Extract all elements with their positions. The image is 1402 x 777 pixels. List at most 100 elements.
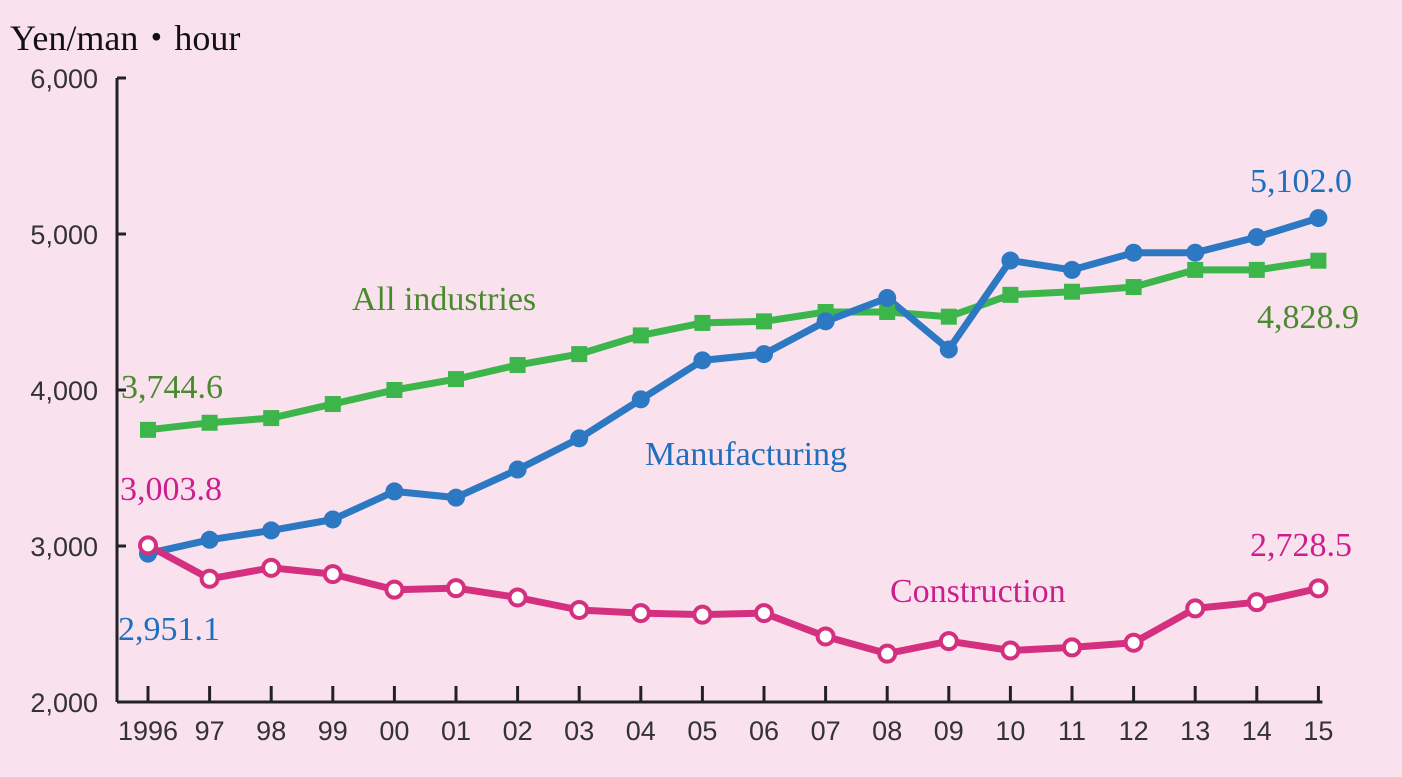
y-tick-label: 4,000	[30, 376, 98, 406]
x-tick-label: 99	[318, 716, 348, 746]
x-tick-label: 1996	[118, 716, 178, 746]
data-point	[1123, 632, 1144, 653]
data-point	[263, 410, 280, 427]
data-point	[630, 603, 651, 624]
data-point	[879, 304, 896, 320]
data-point	[262, 521, 281, 540]
axes	[115, 76, 1323, 704]
data-point	[385, 482, 404, 501]
series-label-manufacturing: Manufacturing	[645, 436, 847, 473]
data-point	[1246, 592, 1267, 613]
x-tick-label: 03	[564, 716, 594, 746]
data-point	[384, 579, 405, 600]
series-label-construction: Construction	[890, 573, 1066, 610]
data-point	[693, 351, 712, 370]
series-line-construction	[146, 542, 1320, 658]
data-point	[1186, 243, 1205, 262]
data-point	[323, 510, 342, 529]
x-tick-label: 00	[379, 716, 409, 746]
x-tick-label: 12	[1119, 716, 1149, 746]
data-point	[138, 535, 158, 556]
x-tick-label: 04	[626, 716, 656, 746]
y-tick-label: 5,000	[30, 220, 98, 250]
y-tick-label: 6,000	[30, 64, 98, 94]
data-point	[1000, 640, 1021, 661]
annotation-manufacturing-start: 2,951.1	[118, 611, 220, 648]
x-tick-label: 07	[811, 716, 841, 746]
data-point	[877, 643, 898, 664]
data-point	[1064, 283, 1080, 300]
x-tick-label: 10	[995, 716, 1025, 746]
x-tick-label: 15	[1303, 716, 1333, 746]
data-point	[694, 314, 711, 331]
data-point	[631, 390, 650, 409]
data-point	[1124, 243, 1143, 262]
annotation-construction-start: 3,003.8	[120, 471, 222, 508]
data-point	[508, 460, 527, 479]
data-point	[140, 421, 156, 438]
x-tick-label: 13	[1180, 716, 1210, 746]
series-line-all-industries	[147, 257, 1319, 434]
data-point	[1310, 252, 1327, 269]
x-tick-label: 05	[687, 716, 717, 746]
data-point	[570, 429, 589, 448]
x-tick-label: 06	[749, 716, 779, 746]
data-point	[632, 327, 649, 344]
data-point	[939, 340, 958, 359]
data-point	[1001, 251, 1020, 270]
annotation-manufacturing-end: 5,102.0	[1250, 163, 1352, 200]
data-point	[446, 578, 466, 599]
data-point	[1247, 228, 1266, 247]
data-point	[386, 382, 403, 398]
annotation-all-industries-end: 4,828.9	[1257, 299, 1359, 336]
y-tick-label: 3,000	[30, 532, 98, 562]
data-point	[507, 587, 528, 608]
x-tick-labels: 1996 97 98 99 00 01 02 03 04 05 06 07 08 09 10 11 12 13 14…	[118, 716, 1333, 746]
x-tick-label: 14	[1242, 716, 1272, 746]
data-point	[201, 414, 218, 431]
data-point	[199, 568, 220, 589]
annotation-all-industries-start: 3,744.6	[121, 369, 223, 406]
data-point	[878, 288, 897, 307]
data-point	[509, 357, 526, 374]
data-point	[200, 530, 219, 549]
data-point	[692, 604, 713, 625]
data-point	[816, 312, 835, 331]
data-point	[754, 603, 774, 624]
data-point	[261, 557, 282, 578]
data-point	[571, 346, 588, 363]
data-point	[755, 345, 773, 364]
data-point	[448, 371, 464, 388]
x-tick-label: 11	[1058, 716, 1086, 746]
x-tick-label: 01	[441, 716, 471, 746]
data-point	[940, 308, 957, 325]
data-point	[1187, 261, 1204, 278]
series-lines	[146, 214, 1320, 658]
y-axis-title: Yen/man・hour	[10, 18, 240, 58]
data-point	[815, 626, 836, 647]
annotation-construction-end: 2,728.5	[1250, 527, 1352, 564]
data-point	[324, 396, 341, 413]
data-point	[1062, 637, 1082, 658]
data-point	[1309, 209, 1328, 228]
data-point	[447, 488, 465, 507]
series-label-all-industries: All industries	[352, 281, 536, 318]
x-tick-label: 97	[195, 716, 225, 746]
data-point	[1063, 260, 1081, 279]
x-tick-label: 09	[934, 716, 964, 746]
x-tick-label: 08	[872, 716, 902, 746]
data-point	[938, 631, 959, 652]
data-point	[1248, 261, 1265, 278]
data-point	[322, 564, 343, 585]
data-point	[569, 599, 590, 620]
x-tick-label: 98	[256, 716, 286, 746]
data-point	[756, 313, 772, 330]
data-point	[1002, 286, 1019, 303]
y-tick-labels: 2,000 3,000 4,000 5,000 6,000	[30, 64, 98, 718]
data-point	[1185, 598, 1206, 619]
series-line-manufacturing	[147, 214, 1320, 558]
data-point	[1308, 578, 1329, 599]
data-point	[1125, 279, 1142, 296]
